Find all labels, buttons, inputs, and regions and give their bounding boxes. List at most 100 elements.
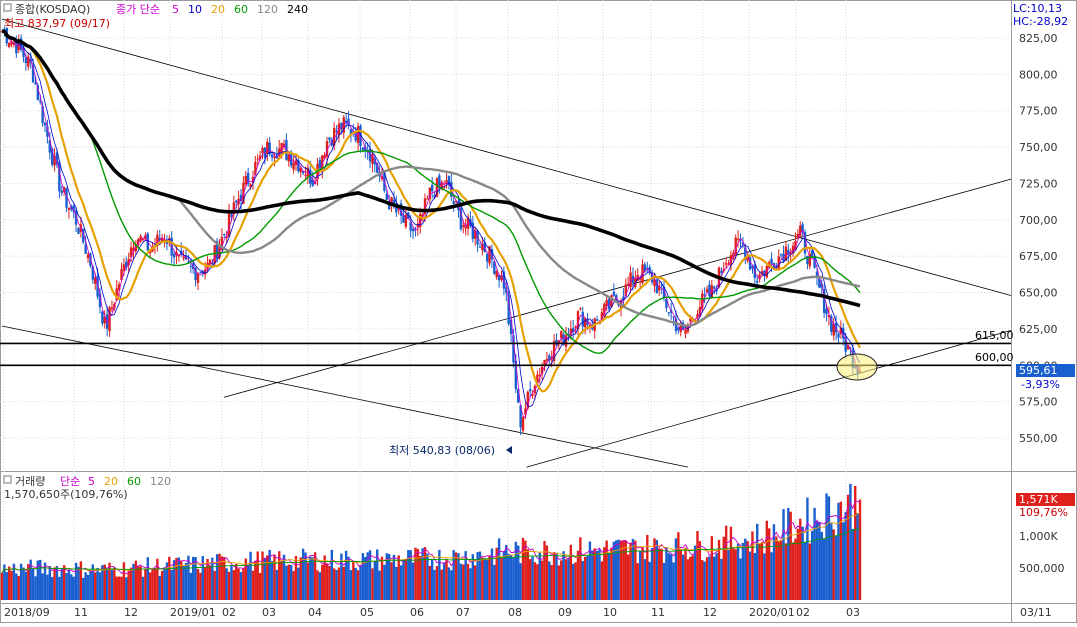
candle-body — [653, 279, 656, 286]
volume-bar — [490, 548, 494, 600]
volume-bar — [194, 556, 197, 600]
candle-body — [223, 234, 226, 236]
hline-label-615: 615,00 — [975, 329, 1014, 342]
volume-bar — [631, 538, 635, 600]
candle-body — [698, 307, 702, 317]
candle-body — [287, 154, 290, 162]
candle-body — [445, 180, 448, 184]
candle-body — [579, 308, 582, 310]
volume-bar — [825, 493, 828, 600]
volume-bar — [818, 521, 821, 600]
volume-bar — [710, 536, 714, 600]
time-tick-label: 2018/09 — [4, 606, 50, 619]
legend-box-icon[interactable] — [3, 3, 12, 12]
volume-bar — [528, 559, 532, 600]
volume-bar — [163, 567, 166, 600]
moving-average-lines — [1, 29, 861, 419]
volume-bar — [395, 566, 398, 600]
gridlines — [0, 0, 1011, 603]
current-ratio: 109,76% — [1019, 506, 1068, 519]
volume-bar — [689, 556, 692, 600]
volume-bar — [72, 576, 75, 600]
volume-bar — [392, 554, 396, 600]
volume-bar — [70, 574, 73, 600]
candle-body — [12, 42, 16, 45]
current-price-tag — [1016, 364, 1075, 377]
volume-bar — [669, 554, 673, 600]
volume-bar — [235, 564, 238, 600]
volume-bar — [352, 561, 355, 600]
candle-body — [485, 253, 489, 262]
candle-body — [811, 250, 814, 258]
candle-body — [158, 237, 161, 241]
volume-bar — [646, 534, 649, 600]
volume-bar — [787, 507, 790, 600]
volume-bar — [667, 553, 671, 600]
volume-bar — [218, 553, 221, 600]
trend-line — [1, 325, 689, 468]
volume-bar — [662, 562, 666, 600]
candle-body — [507, 294, 510, 324]
candle-body — [335, 130, 338, 132]
volume-bar — [607, 553, 611, 600]
volume-bar — [433, 569, 436, 600]
volume-bar — [17, 575, 20, 600]
volume-bar — [471, 554, 475, 600]
time-tick-label: 02 — [796, 606, 810, 619]
volume-bar — [201, 556, 204, 600]
volume-bar — [15, 573, 18, 600]
candle-body — [834, 322, 838, 333]
volume-bar — [454, 552, 458, 600]
volume-ma-lines — [1, 500, 861, 575]
time-tick-label: 02 — [222, 606, 236, 619]
volume-bar — [450, 570, 453, 600]
candle-body — [7, 42, 11, 47]
trend-lines — [1, 18, 1012, 468]
time-tick-label: 05 — [360, 606, 374, 619]
volume-bar — [610, 547, 613, 600]
volume-legend-box-icon[interactable] — [3, 475, 12, 484]
volume-bar — [361, 553, 365, 600]
volume-bar — [371, 568, 374, 600]
time-tick-label: 12 — [703, 606, 717, 619]
volume-bar — [703, 561, 706, 600]
candle-body — [19, 38, 23, 50]
candle-body — [182, 256, 185, 259]
candle-body — [450, 181, 453, 197]
candle-body — [172, 253, 176, 258]
volume-bar — [440, 569, 443, 600]
candle-body — [471, 222, 475, 239]
volume-bar — [791, 542, 795, 600]
volume-bar — [79, 561, 83, 600]
volume-bar — [842, 522, 845, 600]
volume-bar — [98, 572, 102, 600]
volume-bar — [249, 551, 252, 600]
price-tick-label: 675,00 — [1019, 250, 1058, 263]
candle-body — [806, 255, 809, 264]
volume-bar — [466, 563, 470, 600]
ma-legend: 5 10 20 60 120 240 — [172, 3, 308, 16]
volume-bar — [803, 542, 807, 600]
candle-body — [208, 259, 212, 265]
volume-bar — [708, 556, 711, 600]
volume-bar — [595, 550, 599, 600]
candle-body — [160, 238, 164, 243]
candle-body — [333, 127, 336, 146]
volume-bar — [337, 567, 341, 600]
volume-bar — [576, 550, 580, 600]
volume-bar — [459, 563, 463, 600]
high-note: 최고 837,97 (09/17) — [4, 17, 110, 30]
volume-bar — [696, 530, 699, 600]
candle-body — [572, 328, 575, 333]
volume-bar — [665, 546, 668, 600]
time-tick-label: 04 — [308, 606, 322, 619]
volume-bar — [548, 561, 551, 600]
volume-bar — [572, 563, 575, 600]
candle-body — [562, 334, 565, 345]
volume-bar — [323, 555, 326, 600]
volume-bar — [5, 572, 8, 600]
candle-body — [813, 255, 816, 268]
candle-body — [278, 148, 281, 156]
